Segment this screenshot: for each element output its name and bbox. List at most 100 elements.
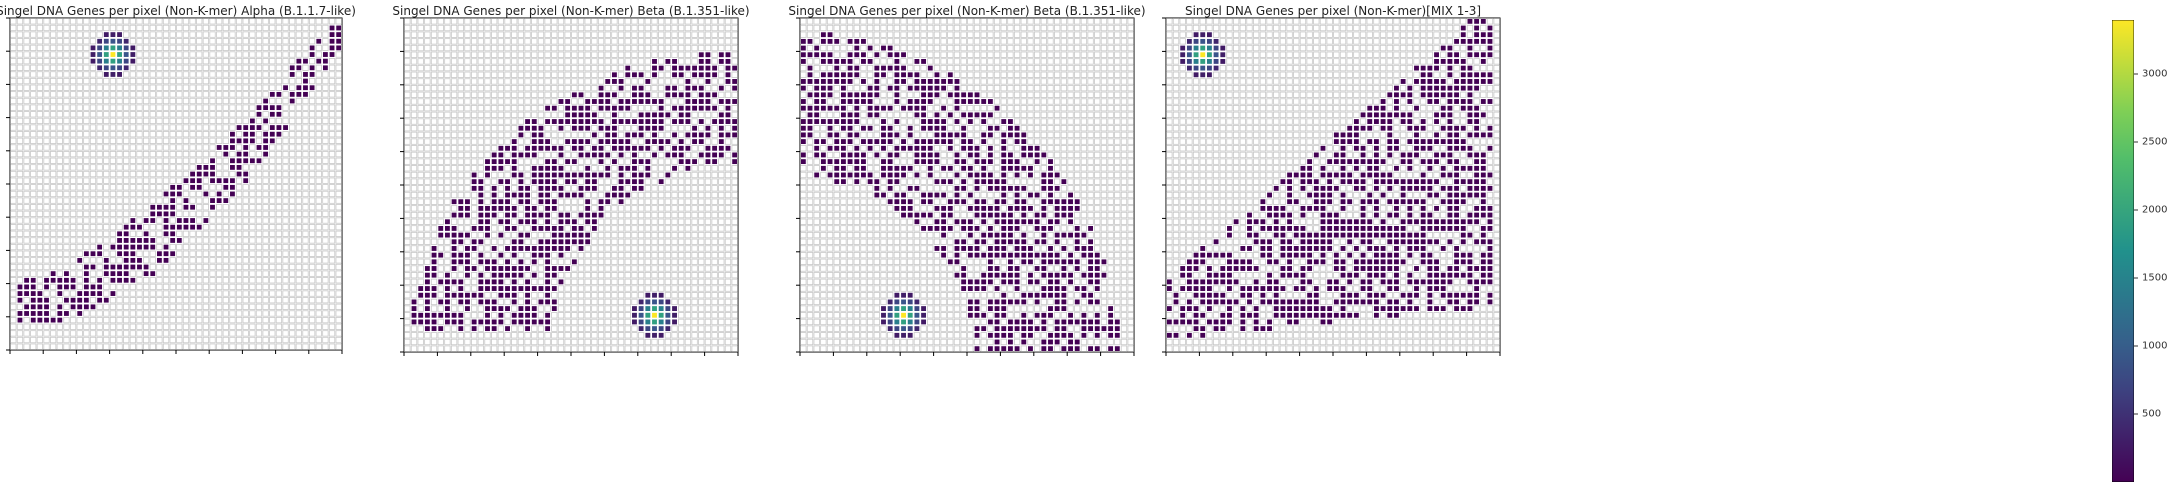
heatmap-cell — [275, 97, 283, 105]
heatmap-cell-filled — [591, 145, 598, 152]
heatmap-cell — [644, 51, 651, 58]
heatmap-cell — [262, 190, 269, 198]
heatmap-cell — [464, 151, 471, 159]
heatmap-cell — [335, 343, 342, 350]
heatmap-cell — [116, 24, 123, 32]
heatmap-cell — [444, 105, 451, 112]
heatmap-cell — [511, 178, 518, 185]
heatmap-cell — [571, 312, 578, 319]
heatmap-cell — [437, 158, 444, 165]
heatmap-cell — [658, 31, 665, 38]
heatmap-cell — [50, 64, 57, 71]
heatmap-cell — [315, 71, 322, 78]
heatmap-cell — [202, 144, 210, 151]
heatmap-cell — [262, 77, 269, 85]
heatmap-cell — [711, 251, 718, 259]
heatmap-cell — [551, 31, 558, 38]
heatmap-cell-filled — [698, 58, 705, 65]
heatmap-cell — [176, 18, 183, 25]
heatmap-cell — [531, 58, 538, 65]
heatmap-cell-filled — [457, 278, 464, 285]
heatmap-cell — [275, 137, 283, 144]
heatmap-cell — [162, 184, 170, 191]
heatmap-cell — [457, 165, 464, 172]
heatmap-cell — [202, 104, 210, 111]
heatmap-cell-filled — [564, 171, 571, 179]
heatmap-cell — [43, 217, 50, 224]
heatmap-cell-filled — [437, 225, 444, 232]
heatmap-cell — [83, 316, 90, 324]
heatmap-cell — [202, 157, 210, 164]
heatmap-cell — [196, 137, 203, 144]
heatmap-cell — [484, 151, 491, 159]
heatmap-cell — [123, 204, 130, 211]
heatmap-cell-filled — [517, 272, 524, 279]
heatmap-cell-filled — [295, 84, 302, 91]
heatmap-cell-filled — [83, 263, 90, 271]
heatmap-cell-filled — [103, 71, 110, 78]
heatmap-cell — [597, 165, 605, 172]
heatmap-cell — [176, 157, 183, 164]
heatmap-cell-filled — [484, 318, 491, 325]
heatmap-cell — [651, 205, 658, 212]
heatmap-cell — [249, 18, 256, 25]
heatmap-cell — [644, 31, 651, 38]
heatmap-cell — [96, 190, 103, 198]
heatmap-cell-filled — [123, 38, 130, 45]
heatmap-cell — [229, 310, 236, 317]
heatmap-cell — [295, 197, 302, 204]
heatmap-cell — [10, 137, 17, 144]
heatmap-cell — [36, 283, 43, 291]
heatmap-cell — [202, 111, 210, 118]
heatmap-cell — [322, 177, 329, 184]
heatmap-cell — [322, 104, 329, 111]
heatmap-cell — [142, 343, 150, 350]
heatmap-cell — [235, 323, 243, 330]
heatmap-cell — [322, 111, 329, 118]
heatmap-cell — [123, 131, 130, 138]
heatmap-cell — [16, 336, 24, 344]
heatmap-cell — [23, 84, 30, 91]
heatmap-cell — [328, 164, 336, 171]
heatmap-cell — [718, 325, 725, 332]
heatmap-cell-filled — [631, 151, 638, 158]
heatmap-cell — [169, 263, 176, 271]
heatmap-cell — [136, 71, 143, 78]
heatmap-cell — [658, 185, 665, 192]
heatmap-cell — [611, 292, 618, 299]
heatmap-cell-filled — [282, 84, 289, 91]
heatmap-cell — [410, 38, 418, 45]
heatmap-cell — [631, 198, 638, 205]
heatmap-cell — [249, 204, 256, 211]
heatmap-cell — [162, 263, 170, 271]
heatmap-cell — [678, 231, 685, 239]
heatmap-cell — [704, 44, 712, 52]
heatmap-cell — [116, 210, 123, 218]
heatmap-cell — [196, 31, 203, 38]
heatmap-cell — [322, 150, 329, 158]
heatmap-cell — [308, 270, 316, 277]
heatmap-cell — [209, 210, 216, 218]
heatmap-cell — [417, 58, 424, 65]
heatmap-cell — [142, 197, 150, 204]
heatmap-cell — [457, 105, 464, 112]
heatmap-cell-filled — [229, 164, 236, 171]
heatmap-cell — [597, 325, 605, 332]
heatmap-cell — [664, 105, 671, 112]
heatmap-cell — [322, 190, 329, 198]
heatmap-cell-filled — [103, 263, 110, 271]
heatmap-cell — [637, 78, 645, 85]
heatmap-cell — [302, 190, 309, 198]
heatmap-cell — [156, 316, 163, 324]
heatmap-cell — [584, 31, 591, 38]
heatmap-cell — [698, 338, 705, 346]
heatmap-cell — [457, 225, 464, 232]
heatmap-cell — [417, 338, 424, 346]
heatmap-cell — [182, 137, 190, 144]
heatmap-cell-filled — [724, 71, 732, 78]
heatmap-cell — [571, 71, 578, 78]
heatmap-cell — [56, 71, 63, 78]
heatmap-cell — [308, 104, 316, 111]
heatmap-cell — [76, 91, 83, 98]
heatmap-cell — [16, 97, 24, 105]
